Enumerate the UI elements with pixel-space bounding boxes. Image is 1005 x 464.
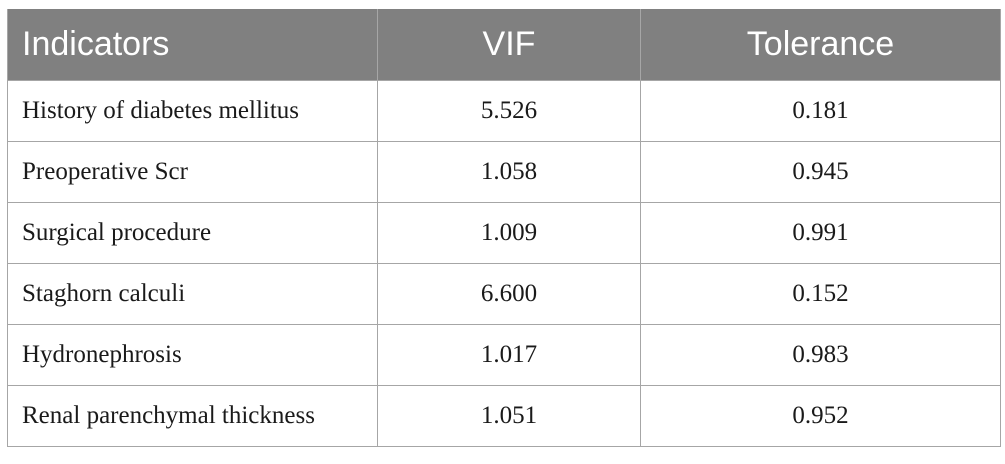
vif-tolerance-table: Indicators VIF Tolerance History of diab… [7, 9, 1001, 447]
table-row: History of diabetes mellitus 5.526 0.181 [7, 79, 1001, 142]
vif-table-container: Indicators VIF Tolerance History of diab… [7, 9, 1001, 447]
vif-cell: 1.058 [377, 140, 641, 203]
header-vif: VIF [377, 9, 641, 80]
tolerance-cell: 0.152 [640, 262, 1001, 325]
header-indicators: Indicators [7, 9, 378, 80]
table-header-row: Indicators VIF Tolerance [7, 9, 1001, 80]
tolerance-cell: 0.991 [640, 201, 1001, 264]
vif-cell: 1.051 [377, 384, 641, 447]
tolerance-cell: 0.945 [640, 140, 1001, 203]
table-row: Hydronephrosis 1.017 0.983 [7, 323, 1001, 386]
vif-cell: 6.600 [377, 262, 641, 325]
table-row: Surgical procedure 1.009 0.991 [7, 201, 1001, 264]
vif-cell: 1.017 [377, 323, 641, 386]
indicator-cell: Preoperative Scr [7, 140, 378, 203]
indicator-cell: Surgical procedure [7, 201, 378, 264]
table-row: Staghorn calculi 6.600 0.152 [7, 262, 1001, 325]
tolerance-cell: 0.983 [640, 323, 1001, 386]
vif-cell: 1.009 [377, 201, 641, 264]
indicator-cell: Hydronephrosis [7, 323, 378, 386]
vif-cell: 5.526 [377, 79, 641, 142]
tolerance-cell: 0.181 [640, 79, 1001, 142]
tolerance-cell: 0.952 [640, 384, 1001, 447]
header-tolerance: Tolerance [640, 9, 1001, 80]
indicator-cell: History of diabetes mellitus [7, 79, 378, 142]
indicator-cell: Renal parenchymal thickness [7, 384, 378, 447]
indicator-cell: Staghorn calculi [7, 262, 378, 325]
table-row: Preoperative Scr 1.058 0.945 [7, 140, 1001, 203]
table-row: Renal parenchymal thickness 1.051 0.952 [7, 384, 1001, 447]
